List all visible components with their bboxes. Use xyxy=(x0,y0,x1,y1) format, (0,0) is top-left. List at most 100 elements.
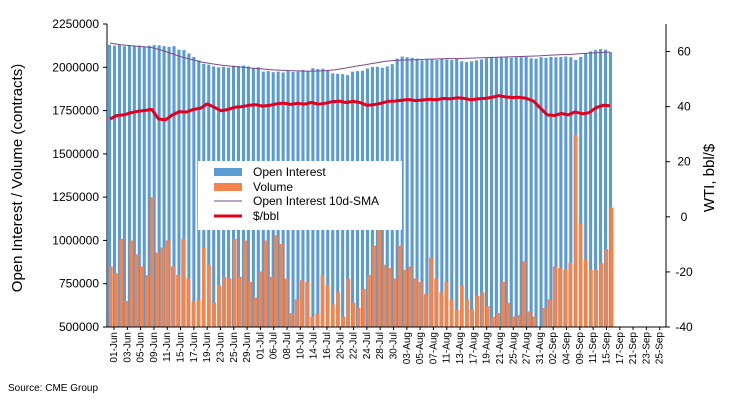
x-tick-label: 02-Sep xyxy=(548,332,559,365)
volume-bar xyxy=(289,313,294,327)
open-interest-bar xyxy=(494,57,498,327)
x-tick-label: 21-Sep xyxy=(628,332,639,365)
volume-bar xyxy=(506,302,511,327)
x-tick-label: 15-Sep xyxy=(602,332,613,365)
open-interest-bar xyxy=(475,60,479,328)
x-tick-label: 11-Jun xyxy=(162,332,173,362)
open-interest-bar xyxy=(534,58,538,327)
left-tick-label: 2250000 xyxy=(52,17,99,31)
volume-bar xyxy=(521,261,526,327)
open-interest-bar xyxy=(400,56,404,328)
open-interest-bar xyxy=(172,46,176,327)
series-line xyxy=(109,42,610,72)
volume-bars xyxy=(109,134,614,327)
volume-bar xyxy=(196,299,201,327)
volume-bar xyxy=(341,316,346,327)
volume-bar xyxy=(434,278,438,327)
volume-bar xyxy=(305,281,309,327)
volume-bar xyxy=(330,304,335,327)
open-interest-bar xyxy=(504,56,508,328)
volume-bar xyxy=(176,275,180,327)
open-interest-bar xyxy=(544,57,548,327)
x-tick-label: 11-Aug xyxy=(442,332,453,364)
left-tick-label: 500000 xyxy=(59,320,99,334)
volume-bar xyxy=(563,269,567,327)
legend-label-volume: Volume xyxy=(253,180,293,194)
x-tick-label: 17-Jun xyxy=(189,332,200,363)
x-tick-label: 05-Aug xyxy=(415,332,426,364)
volume-bar xyxy=(454,309,459,327)
volume-bar xyxy=(516,314,521,327)
volume-bar xyxy=(325,285,330,327)
volume-bar xyxy=(496,313,500,327)
x-tick-label: 16-Jul xyxy=(322,332,333,359)
volume-bar xyxy=(258,271,263,327)
legend-swatch-volume xyxy=(214,183,242,191)
open-interest-bar xyxy=(420,60,424,328)
right-tick-label: 60 xyxy=(677,45,691,59)
volume-bar xyxy=(491,316,495,327)
volume-bar xyxy=(114,273,118,327)
left-tick-label: 1000000 xyxy=(52,233,99,247)
open-interest-bar xyxy=(603,49,608,327)
open-interest-bar xyxy=(465,62,469,328)
x-tick-label: 23-Sep xyxy=(641,332,652,365)
volume-bar xyxy=(300,280,304,327)
open-interest-bar xyxy=(450,60,454,327)
volume-bar xyxy=(129,240,134,327)
x-tick-label: 19-Jun xyxy=(202,332,213,363)
open-interest-bar xyxy=(509,57,513,327)
volume-bar xyxy=(160,247,165,327)
legend: Open Interest Volume Open Interest 10d-S… xyxy=(198,161,402,230)
legend-label-open-interest: Open Interest xyxy=(253,165,326,179)
left-tick-label: 750000 xyxy=(59,277,99,291)
volume-bar xyxy=(346,278,351,327)
open-interest-bar xyxy=(529,58,533,327)
left-tick-label: 2000000 xyxy=(52,60,99,74)
right-tick-label: 40 xyxy=(677,100,691,114)
open-interest-bar xyxy=(440,58,444,327)
open-interest-bar xyxy=(539,57,543,328)
x-tick-label: 23-Jun xyxy=(216,332,227,363)
x-tick-label: 09-Sep xyxy=(575,332,586,365)
open-interest-bar xyxy=(127,45,131,328)
left-tick-label: 1250000 xyxy=(52,190,99,204)
volume-bar xyxy=(470,309,475,327)
volume-bar xyxy=(186,278,191,327)
volume-bar xyxy=(284,278,289,327)
volume-bar xyxy=(248,281,253,327)
x-tick-label: 25-Jun xyxy=(229,332,240,363)
open-interest-bar xyxy=(425,58,429,327)
x-tick-label: 15-Jun xyxy=(176,332,187,363)
volume-bar xyxy=(274,235,278,327)
volume-bar xyxy=(310,316,315,327)
volume-bar xyxy=(387,268,392,327)
volume-bar xyxy=(599,262,604,327)
volume-bar xyxy=(139,266,144,327)
x-tick-label: 20-Jul xyxy=(335,332,346,359)
open-interest-bar xyxy=(430,59,434,328)
volume-bar xyxy=(547,299,552,327)
volume-bar xyxy=(418,281,423,327)
open-interest-bar xyxy=(569,57,573,328)
x-tick-label: 08-Jul xyxy=(282,332,293,359)
open-interest-bar xyxy=(594,49,598,327)
x-tick-label: 14-Jul xyxy=(309,332,320,359)
open-interest-bar xyxy=(162,46,166,327)
volume-bar xyxy=(449,299,454,327)
volume-bar xyxy=(552,266,557,327)
open-interest-bar xyxy=(489,56,493,328)
volume-bar xyxy=(392,278,397,327)
x-tick-label: 22-Jul xyxy=(349,332,360,359)
volume-bar xyxy=(212,302,216,327)
open-interest-bar xyxy=(589,51,593,328)
volume-bar xyxy=(150,197,155,327)
open-interest-bar xyxy=(445,59,449,328)
volume-bar xyxy=(423,294,428,327)
series-line xyxy=(109,94,611,122)
volume-bar xyxy=(589,269,593,327)
open-interest-bar xyxy=(554,57,558,328)
volume-bar xyxy=(558,268,562,327)
volume-bar xyxy=(475,295,480,327)
open-interest-bar xyxy=(524,56,528,328)
